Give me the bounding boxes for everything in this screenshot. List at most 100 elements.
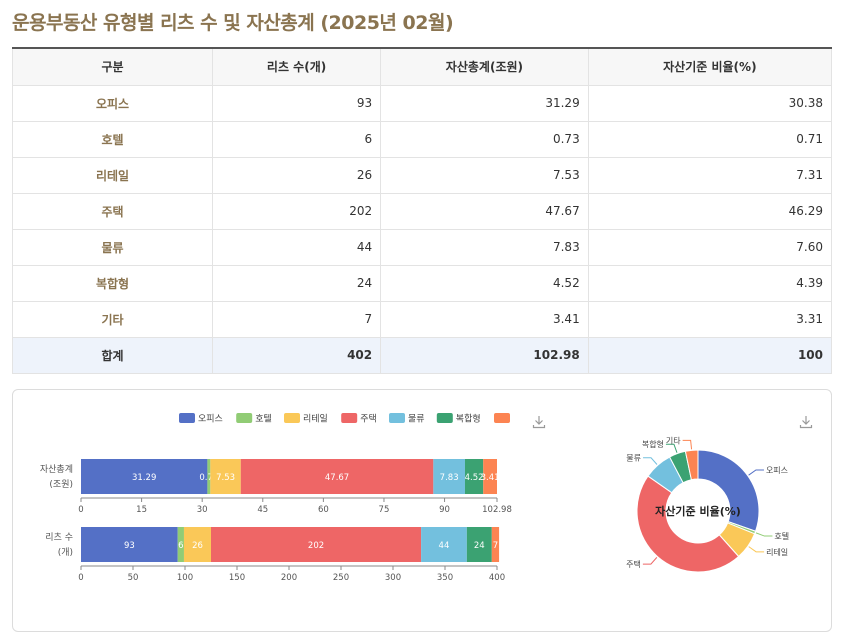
row-count: 202 <box>211 192 382 230</box>
table-total-row: 합계 402 102.98 100 <box>12 336 833 374</box>
row-ratio: 4.39 <box>587 264 833 302</box>
donut-label-line <box>748 546 765 553</box>
table-row: 주택 202 47.67 46.29 <box>12 192 833 230</box>
bar-segment <box>483 459 497 494</box>
header-count: 리츠 수(개) <box>211 47 382 86</box>
donut-slice-label: 오피스 <box>766 466 788 475</box>
bar-value-label: 44 <box>439 541 450 551</box>
chart-panel: 오피스호텔리테일주택물류복합형기타자산총계(조원)31.290.737.5347… <box>12 389 832 632</box>
table-row: 리테일 26 7.53 7.31 <box>12 156 833 194</box>
row-label: 호텔 <box>12 120 213 158</box>
x-tick-label: 75 <box>379 505 390 515</box>
x-tick-label: 150 <box>229 573 245 583</box>
x-tick-label: 250 <box>333 573 349 583</box>
legend-swatch <box>179 413 195 423</box>
table-row: 복합형 24 4.52 4.39 <box>12 264 833 302</box>
x-tick-label: 300 <box>385 573 401 583</box>
table-row: 물류 44 7.83 7.60 <box>12 228 833 266</box>
row-assets: 7.83 <box>380 228 589 266</box>
row-label: 오피스 <box>12 84 213 122</box>
bar-segment <box>240 459 434 494</box>
legend-swatch <box>236 413 253 423</box>
header-ratio: 자산기준 비율(%) <box>587 47 833 86</box>
bar-segment <box>491 527 500 562</box>
row-ratio: 3.31 <box>587 300 833 338</box>
bar-segment <box>81 527 178 562</box>
bar-value-label: 0.73 <box>199 473 218 483</box>
row-assets: 31.29 <box>380 84 589 122</box>
row-count: 44 <box>211 228 382 266</box>
donut-slice-label: 복합형 <box>642 440 664 449</box>
bar-value-label: 7 <box>493 541 498 551</box>
download-icon[interactable] <box>532 415 546 429</box>
bar-value-label: 7.53 <box>216 473 235 483</box>
row-ratio: 46.29 <box>587 192 833 230</box>
bar-value-label: 7.83 <box>440 473 459 483</box>
donut-slice <box>684 449 699 481</box>
total-ratio: 100 <box>587 336 833 374</box>
legend-label: 물류 <box>408 414 425 425</box>
row-axis-label: 자산총계 <box>40 463 73 475</box>
row-axis-label: (조원) <box>49 479 73 490</box>
row-assets: 7.53 <box>380 156 589 194</box>
row-assets: 3.41 <box>380 300 589 338</box>
row-ratio: 7.31 <box>587 156 833 194</box>
legend-swatch <box>284 413 300 423</box>
x-tick-label: 60 <box>318 505 329 515</box>
row-axis-label: (개) <box>58 547 73 558</box>
row-count: 7 <box>211 300 382 338</box>
bar-segment <box>421 527 467 562</box>
legend-label: 주택 <box>360 414 377 425</box>
table-row: 기타 7 3.41 3.31 <box>12 300 833 338</box>
bar-segment <box>210 459 241 494</box>
legend-swatch <box>341 413 358 423</box>
bar-value-label: 4.52 <box>465 473 484 483</box>
page-title: 운용부동산 유형별 리츠 수 및 자산총계 (2025년 02월) <box>12 12 454 34</box>
legend-label: 오피스 <box>198 414 223 425</box>
donut-slice-label: 물류 <box>626 454 641 463</box>
bar-value-label: 24 <box>474 541 485 551</box>
header-category: 구분 <box>12 47 213 86</box>
bar-value-label: 202 <box>308 541 324 551</box>
row-ratio: 30.38 <box>587 84 833 122</box>
x-tick-label: 90 <box>439 505 450 515</box>
bar-segment <box>81 459 208 494</box>
stats-table: 구분 리츠 수(개) 자산총계(조원) 자산기준 비율(%) 오피스 93 31… <box>12 47 833 374</box>
legend-label: 복합형 <box>456 414 481 425</box>
row-count: 26 <box>211 156 382 194</box>
bar-segment <box>183 527 211 562</box>
row-assets: 0.73 <box>380 120 589 158</box>
header-assets: 자산총계(조원) <box>380 47 589 86</box>
legend-label: 리테일 <box>303 414 328 425</box>
bar-segment <box>464 459 484 494</box>
x-tick-label: 50 <box>128 573 139 583</box>
x-tick-label: 400 <box>489 573 505 583</box>
donut-slice-label: 호텔 <box>774 532 789 541</box>
bar-segment <box>433 459 465 494</box>
row-label: 기타 <box>12 300 213 338</box>
x-tick-label: 100 <box>177 573 193 583</box>
donut-slice-label: 주택 <box>626 559 641 569</box>
total-label: 합계 <box>12 336 213 374</box>
legend-swatch <box>389 413 405 423</box>
x-tick-label: 200 <box>281 573 297 583</box>
bar-value-label: 31.29 <box>132 473 156 483</box>
row-count: 93 <box>211 84 382 122</box>
bar-value-label: 3.41 <box>481 473 500 483</box>
x-tick-label: 350 <box>437 573 453 583</box>
row-label: 복합형 <box>12 264 213 302</box>
row-count: 6 <box>211 120 382 158</box>
row-label: 주택 <box>12 192 213 230</box>
bar-segment <box>177 527 184 562</box>
donut-label-line <box>665 443 678 453</box>
bar-value-label: 6 <box>178 541 183 551</box>
legend-swatch <box>494 413 510 423</box>
row-count: 24 <box>211 264 382 302</box>
donut-label-line <box>643 457 658 465</box>
table-header-row: 구분 리츠 수(개) 자산총계(조원) 자산기준 비율(%) <box>12 47 833 86</box>
donut-label-line <box>682 439 693 450</box>
total-count: 402 <box>211 336 382 374</box>
x-tick-label: 0 <box>78 573 83 583</box>
x-tick-label: 15 <box>136 505 147 515</box>
download-icon[interactable] <box>799 415 813 429</box>
